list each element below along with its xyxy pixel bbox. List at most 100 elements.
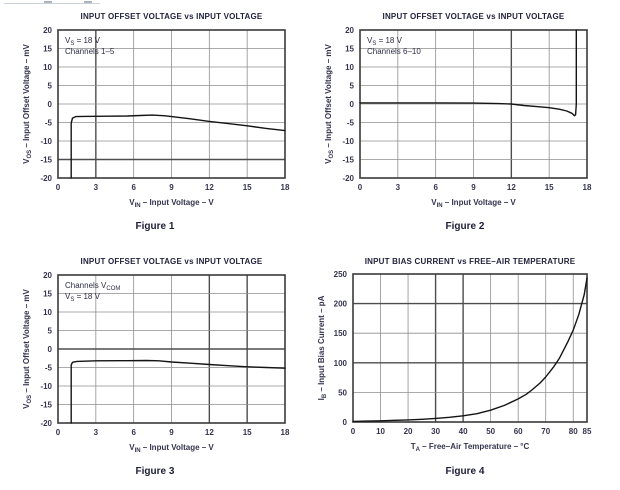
y-tick-label: 15 (43, 45, 52, 54)
figure-4-chart: INPUT BIAS CURRENT vs FREE–AIR TEMPERATU… (317, 257, 592, 453)
fragment-mark (44, 1, 52, 3)
y-tick-label: 15 (43, 290, 52, 299)
y-tick-label: -5 (45, 119, 53, 128)
chart-title: INPUT BIAS CURRENT vs FREE–AIR TEMPERATU… (365, 257, 576, 266)
chart-title: INPUT OFFSET VOLTAGE vs INPUT VOLTAGE (383, 12, 565, 21)
plot-annotation: Channels VCOM (65, 281, 120, 292)
y-tick-label: 100 (334, 359, 348, 368)
x-tick-label: 12 (205, 428, 214, 437)
x-tick-label: 12 (507, 183, 516, 192)
figure-4-caption: Figure 4 (445, 466, 485, 477)
x-axis-label: TA – Free–Air Temperature – °C (411, 442, 530, 453)
x-tick-label: 6 (131, 428, 136, 437)
data-curve-input-offset-voltage-ch6-10 (359, 29, 577, 117)
x-axis-label: VIN – Input Voltage – V (129, 443, 214, 454)
x-tick-label: 0 (358, 183, 363, 192)
figure-2-panel: INPUT OFFSET VOLTAGE vs INPUT VOLTAGE 0 3 6… (310, 0, 620, 245)
x-tick-label: 30 (431, 427, 440, 436)
x-tick-label: 15 (545, 183, 554, 192)
y-tick-label: 20 (43, 26, 52, 35)
chart-title: INPUT OFFSET VOLTAGE vs INPUT VOLTAGE (81, 12, 263, 21)
y-axis-label: VOS – Input Offset Voltage – mV (22, 289, 33, 409)
x-tick-label: 0 (351, 427, 356, 436)
y-tick-label: 10 (43, 63, 52, 72)
figure-3-panel: INPUT OFFSET VOLTAGE vs INPUT VOLTAGE 0 3 6… (0, 245, 310, 490)
y-tick-label: -15 (40, 401, 52, 410)
y-tick-label: 5 (350, 82, 355, 91)
x-tick-label: 9 (471, 183, 476, 192)
fragment-mark (84, 1, 92, 3)
plot-annotation: Channels 6–10 (367, 47, 421, 56)
x-tick-label: 0 (56, 428, 61, 437)
figure-2-chart: INPUT OFFSET VOLTAGE vs INPUT VOLTAGE 0 3 6… (324, 12, 592, 209)
x-axis-label: VIN – Input Voltage – V (129, 198, 214, 209)
x-tick-label: 9 (169, 428, 174, 437)
y-tick-label: 20 (43, 271, 52, 280)
x-axis-label: VIN – Input Voltage – V (431, 198, 516, 209)
y-tick-label: 0 (48, 345, 53, 354)
y-tick-label: 5 (48, 82, 53, 91)
x-tick-label: 3 (94, 428, 99, 437)
x-tick-label: 15 (243, 428, 252, 437)
plot-frame (57, 274, 286, 424)
figure-2-caption: Figure 2 (445, 221, 485, 232)
y-tick-label: -15 (342, 156, 354, 165)
x-tick-label: 20 (404, 427, 413, 436)
x-tick-label: 3 (396, 183, 401, 192)
plot-annotation: VS = 18 V (367, 36, 403, 47)
y-tick-label: -5 (347, 119, 355, 128)
x-tick-label: 18 (281, 183, 290, 192)
x-tick-label: 70 (541, 427, 550, 436)
x-tick-label: 12 (205, 183, 214, 192)
x-tick-label: 6 (131, 183, 136, 192)
data-curve-input-offset-voltage-ch1-5 (70, 114, 286, 179)
x-tick-label: 40 (459, 427, 468, 436)
plot-frame (57, 29, 286, 179)
cropped-ui-fragment (4, 0, 100, 4)
y-tick-label: 20 (345, 26, 354, 35)
y-axis-label: VOS – Input Offset Voltage – mV (22, 44, 33, 164)
x-tick-label: 18 (281, 428, 290, 437)
y-tick-label: -5 (45, 364, 53, 373)
plot-frame (352, 273, 588, 423)
figure-1-chart: INPUT OFFSET VOLTAGE vs INPUT VOLTAGE 0 3 6… (22, 12, 290, 209)
y-tick-label: 5 (48, 327, 53, 336)
y-tick-label: 250 (334, 270, 348, 279)
figure-1-caption: Figure 1 (135, 221, 175, 232)
x-tick-label: 15 (243, 183, 252, 192)
y-tick-label: -10 (342, 137, 354, 146)
figure-4-panel: INPUT BIAS CURRENT vs FREE–AIR TEMPERATU… (310, 245, 620, 490)
y-tick-label: 15 (345, 45, 354, 54)
y-tick-label: 0 (48, 100, 53, 109)
y-tick-label: 10 (345, 63, 354, 72)
plot-annotation: Channels 1–5 (65, 47, 115, 56)
y-tick-label: -20 (40, 419, 52, 428)
y-tick-label: -10 (40, 137, 52, 146)
y-tick-label: -20 (342, 174, 354, 183)
plot-annotation: VS = 18 V (65, 292, 101, 303)
x-tick-label: 60 (514, 427, 523, 436)
y-tick-label: 0 (350, 100, 355, 109)
y-tick-label: 50 (338, 388, 347, 397)
y-tick-label: -20 (40, 174, 52, 183)
chart-title: INPUT OFFSET VOLTAGE vs INPUT VOLTAGE (81, 257, 263, 266)
x-tick-label: 3 (94, 183, 99, 192)
y-tick-label: 0 (343, 418, 348, 427)
x-tick-label: 50 (486, 427, 495, 436)
y-tick-label: -15 (40, 156, 52, 165)
figure-3-chart: INPUT OFFSET VOLTAGE vs INPUT VOLTAGE 0 3 6… (22, 257, 290, 454)
x-tick-label: 6 (433, 183, 438, 192)
figure-3-caption: Figure 3 (135, 466, 175, 477)
data-curve-input-bias-current-vs-temperature (352, 277, 588, 423)
x-tick-label: 85 (583, 427, 592, 436)
figure-1-panel: INPUT OFFSET VOLTAGE vs INPUT VOLTAGE 0 3 6… (0, 0, 310, 245)
y-axis-label: VOS – Input Offset Voltage – mV (324, 44, 335, 164)
data-curve-input-offset-voltage-vcom (70, 359, 286, 424)
x-tick-label: 10 (376, 427, 385, 436)
y-tick-label: 200 (334, 300, 348, 309)
y-tick-label: 150 (334, 329, 348, 338)
plot-frame (359, 29, 588, 179)
y-tick-label: -10 (40, 382, 52, 391)
y-axis-label: IB – Input Bias Current – pA (317, 295, 328, 400)
